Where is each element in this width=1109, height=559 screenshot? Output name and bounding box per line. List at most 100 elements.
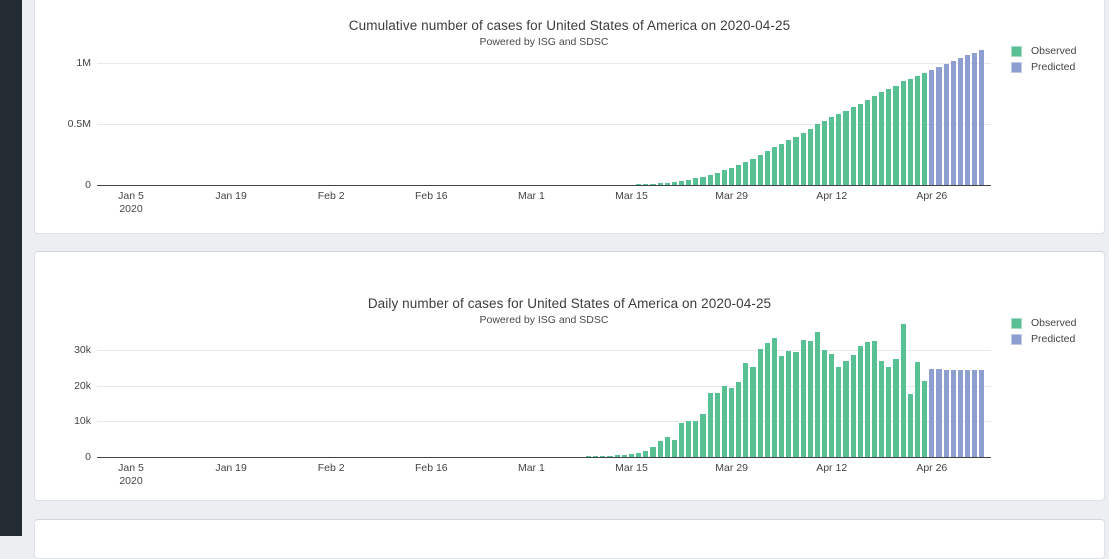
bar-observed (801, 340, 806, 457)
bar-observed (779, 144, 784, 185)
bar-observed (793, 137, 798, 185)
legend-label: Observed (1031, 317, 1077, 329)
bar-predicted (929, 369, 934, 457)
predicted-swatch-icon (1011, 334, 1022, 345)
bar-observed (793, 352, 798, 457)
x-tick-label: Jan 19 (195, 462, 267, 475)
x-axis-line (97, 185, 991, 186)
bar-observed (836, 367, 841, 457)
bar-observed (736, 382, 741, 457)
y-tick-label: 0 (41, 451, 91, 463)
x-tick-label: Feb 16 (395, 190, 467, 203)
bar-predicted (944, 370, 949, 457)
bar-observed (858, 346, 863, 457)
bar-predicted (965, 370, 970, 457)
bar-observed (893, 86, 898, 185)
bar-predicted (951, 61, 956, 185)
observed-swatch-icon (1011, 46, 1022, 57)
bar-observed (901, 324, 906, 457)
bar-observed (815, 332, 820, 457)
x-tick-label: Feb 16 (395, 462, 467, 475)
x-tick-label: Feb 2 (295, 462, 367, 475)
y-tick-label: 30k (41, 344, 91, 356)
x-tick-label: Mar 15 (596, 190, 668, 203)
bar-observed (851, 355, 856, 457)
bar-observed (879, 92, 884, 185)
bar-observed (836, 114, 841, 185)
y-tick-label: 0 (41, 179, 91, 191)
bar-predicted (965, 55, 970, 185)
x-tick-label: Apr 26 (896, 190, 968, 203)
x-tick-label: Mar 1 (495, 462, 567, 475)
y-tick-label: 20k (41, 380, 91, 392)
next-chart-card-partial (34, 519, 1105, 559)
x-tick-label: Apr 12 (796, 462, 868, 475)
bar-observed (693, 421, 698, 457)
legend-item-observed[interactable]: Observed (1011, 43, 1109, 59)
bar-observed (700, 414, 705, 457)
bar-observed (865, 100, 870, 185)
legend-label: Observed (1031, 45, 1077, 57)
bar-observed (851, 107, 856, 185)
bar-observed (786, 351, 791, 457)
bar-observed (893, 359, 898, 457)
bar-observed (808, 129, 813, 185)
x-tick-label: Apr 12 (796, 190, 868, 203)
bar-observed (758, 349, 763, 457)
predicted-swatch-icon (1011, 62, 1022, 73)
observed-swatch-icon (1011, 318, 1022, 329)
bar-observed (729, 168, 734, 185)
bar-observed (872, 341, 877, 457)
bar-observed (750, 159, 755, 185)
bar-observed (901, 81, 906, 185)
bar-observed (765, 343, 770, 457)
bar-observed (736, 165, 741, 185)
bar-observed (922, 381, 927, 457)
bar-observed (886, 367, 891, 457)
bar-observed (829, 117, 834, 185)
bar-predicted (972, 53, 977, 185)
bar-observed (801, 133, 806, 185)
bar-observed (865, 342, 870, 457)
x-tick-label: Feb 2 (295, 190, 367, 203)
bar-predicted (936, 67, 941, 185)
bar-observed (665, 437, 670, 457)
legend-label: Predicted (1031, 333, 1075, 345)
legend-item-predicted[interactable]: Predicted (1011, 59, 1109, 75)
x-tick-label: Jan 19 (195, 190, 267, 203)
bar-observed (808, 341, 813, 457)
legend: Observed Predicted (1011, 43, 1109, 75)
bar-observed (758, 155, 763, 185)
bar-observed (708, 175, 713, 185)
bar-predicted (951, 370, 956, 457)
bar-predicted (979, 370, 984, 457)
bar-observed (872, 96, 877, 185)
bar-observed (908, 79, 913, 185)
y-tick-label: 0.5M (41, 118, 91, 130)
legend-label: Predicted (1031, 61, 1075, 73)
bar-observed (915, 76, 920, 185)
x-tick-label: Mar 1 (495, 190, 567, 203)
bar-observed (658, 441, 663, 457)
legend-item-predicted[interactable]: Predicted (1011, 331, 1109, 347)
bar-observed (700, 177, 705, 185)
bar-observed (922, 73, 927, 185)
bar-predicted (958, 370, 963, 457)
bar-predicted (972, 370, 977, 457)
bar-observed (815, 124, 820, 185)
bar-observed (708, 393, 713, 457)
legend-item-observed[interactable]: Observed (1011, 315, 1109, 331)
left-dark-rail (0, 0, 22, 536)
x-axis-line (97, 457, 991, 458)
bar-observed (843, 361, 848, 457)
bar-observed (886, 89, 891, 185)
bar-observed (679, 423, 684, 457)
bar-predicted (944, 64, 949, 185)
bar-observed (715, 173, 720, 185)
legend: Observed Predicted (1011, 315, 1109, 347)
bar-predicted (958, 58, 963, 185)
